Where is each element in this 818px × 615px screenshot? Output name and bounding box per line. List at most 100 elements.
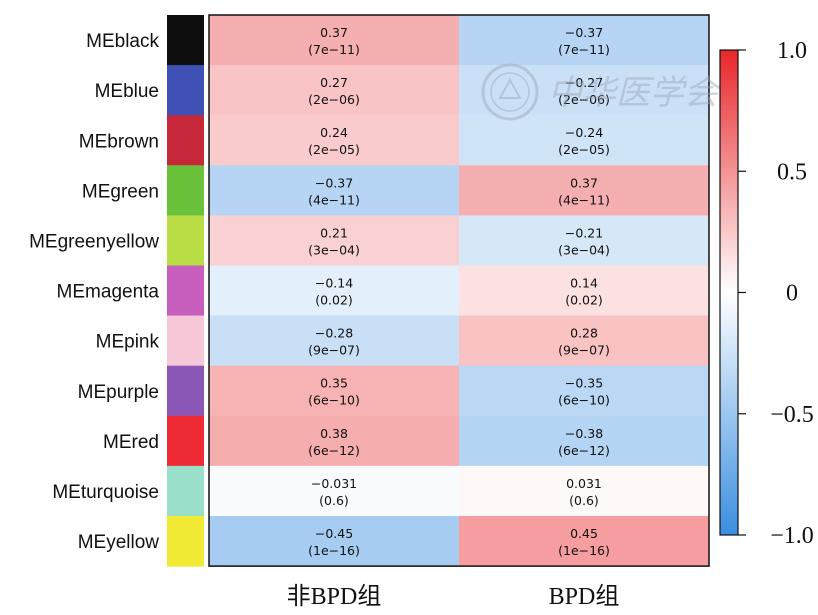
cell-pvalue-label: (7e−11)	[558, 42, 610, 57]
module-swatch	[167, 315, 204, 367]
heatmap-cell	[209, 165, 460, 216]
cell-value-label: −0.28	[315, 326, 353, 341]
heatmap-cell	[459, 516, 710, 567]
cell-pvalue-label: (2e−06)	[558, 92, 610, 107]
colorbar-gradient	[719, 49, 739, 536]
module-swatch	[167, 165, 204, 216]
heatmap-cell	[209, 365, 460, 417]
heatmap-cell	[459, 265, 710, 317]
cell-pvalue-label: (4e−11)	[308, 192, 360, 207]
row-label: MEpink	[96, 332, 160, 353]
cell-value-label: 0.35	[320, 376, 348, 391]
cell-value-label: 0.14	[570, 276, 598, 291]
module-swatch	[167, 365, 204, 417]
colorbar-tick-label: −0.5	[770, 402, 814, 428]
module-swatch	[167, 516, 204, 567]
module-swatch	[167, 465, 204, 517]
row-label: MEblue	[95, 81, 159, 102]
module-swatch	[167, 265, 204, 317]
cell-value-label: 0.38	[320, 426, 348, 441]
cell-pvalue-label: (2e−05)	[308, 142, 360, 157]
watermark-seal	[481, 63, 539, 121]
module-swatch	[167, 65, 204, 116]
cell-value-label: −0.45	[315, 526, 353, 541]
cell-pvalue-label: (3e−04)	[308, 242, 360, 257]
cell-pvalue-label: (9e−07)	[308, 343, 360, 358]
column-label: 非BPD组	[287, 583, 382, 610]
cell-value-label: 0.27	[320, 75, 348, 90]
cell-pvalue-label: (6e−12)	[558, 443, 610, 458]
heatmap-cell	[209, 215, 460, 266]
heatmap-cell	[459, 15, 710, 66]
module-swatch	[167, 115, 204, 166]
module-swatches	[167, 15, 204, 567]
cell-value-label: −0.27	[565, 75, 603, 90]
heatmap-cell	[209, 15, 460, 66]
heatmap-cell	[459, 415, 710, 467]
cell-value-label: 0.24	[320, 125, 348, 140]
cell-pvalue-label: (1e−16)	[558, 543, 610, 558]
cell-pvalue-label: (2e−06)	[308, 92, 360, 107]
cell-value-label: −0.21	[565, 225, 603, 240]
module-swatch	[167, 215, 204, 266]
cell-pvalue-label: (3e−04)	[558, 242, 610, 257]
module-swatch	[167, 15, 204, 66]
cell-pvalue-label: (0.6)	[319, 493, 349, 508]
row-label: MEbrown	[79, 131, 159, 152]
heatmap-cell	[209, 65, 460, 116]
colorbar: 1.0 0.5 0 −0.5 −1.0	[719, 38, 814, 549]
heatmap-cell	[459, 215, 710, 266]
colorbar-tick-label: 0.5	[777, 159, 807, 185]
cell-pvalue-label: (0.02)	[565, 293, 603, 308]
cell-value-label: −0.35	[565, 376, 603, 391]
cell-value-label: −0.38	[565, 426, 603, 441]
row-label: MEturquoise	[52, 482, 159, 503]
cell-pvalue-label: (6e−10)	[308, 393, 360, 408]
heatmap-cell	[209, 115, 460, 166]
row-label: MEred	[103, 432, 159, 453]
cell-pvalue-label: (2e−05)	[558, 142, 610, 157]
cell-pvalue-label: (4e−11)	[558, 192, 610, 207]
row-labels: MEblack MEblue MEbrown MEgreen MEgreenyellow…	[29, 31, 159, 553]
cell-value-label: 0.45	[570, 526, 598, 541]
heatmap-cell	[459, 165, 710, 216]
row-label: MEblack	[86, 31, 159, 52]
cell-pvalue-label: (6e−10)	[558, 393, 610, 408]
heatmap-cell	[459, 115, 710, 166]
cell-pvalue-label: (0.02)	[315, 293, 353, 308]
watermark-lettering: 中华医学会	[548, 73, 722, 113]
heatmap-cell-labels: 0.37 (7e−11) −0.37 (7e−11) 0.27 (2e−06) −0.27 (…	[308, 25, 610, 558]
cell-pvalue-label: (1e−16)	[308, 543, 360, 558]
colorbar-tick-label: −1.0	[770, 523, 814, 549]
cell-value-label: −0.14	[315, 276, 353, 291]
heatmap-cell	[209, 465, 460, 517]
cell-value-label: 0.28	[570, 326, 598, 341]
column-labels: 非BPD组 BPD组	[287, 583, 620, 610]
heatmap-cell	[459, 365, 710, 417]
heatmap-cell	[459, 465, 710, 517]
cell-value-label: −0.37	[315, 175, 353, 190]
heatmap-cell	[209, 516, 460, 567]
cell-value-label: −0.24	[565, 125, 603, 140]
cell-value-label: 0.21	[320, 225, 348, 240]
heatmap-cell	[459, 65, 710, 116]
heatmap-cells	[209, 15, 710, 567]
heatmap-cell	[209, 265, 460, 317]
cell-pvalue-label: (0.6)	[569, 493, 599, 508]
heatmap-cell	[209, 415, 460, 467]
column-label: BPD组	[549, 583, 620, 610]
cell-pvalue-label: (9e−07)	[558, 343, 610, 358]
row-label: MEyellow	[78, 532, 160, 553]
cell-value-label: 0.37	[320, 25, 348, 40]
cell-value-label: 0.031	[566, 476, 602, 491]
heatmap-cell	[209, 315, 460, 367]
cell-value-label: −0.37	[565, 25, 603, 40]
cell-value-label: −0.031	[311, 476, 357, 491]
heatmap-cell	[459, 315, 710, 367]
heatmap-border	[208, 14, 710, 567]
cell-pvalue-label: (6e−12)	[308, 443, 360, 458]
row-label: MEgreenyellow	[29, 231, 159, 252]
colorbar-tick-label: 1.0	[777, 38, 807, 64]
colorbar-tick-label: 0	[786, 281, 798, 307]
